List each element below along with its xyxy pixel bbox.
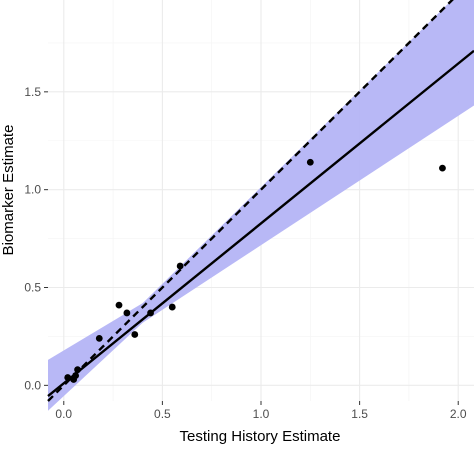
confidence-band-layer: [48, 0, 474, 411]
y-tick-label: 1.0: [24, 183, 41, 197]
data-point: [95, 334, 103, 342]
x-tick-label: 1.5: [351, 407, 368, 421]
data-point: [72, 372, 80, 379]
x-tick-label: 2.0: [450, 407, 467, 421]
data-point: [74, 366, 81, 374]
data-point: [123, 309, 131, 317]
x-tick-label: 0.5: [154, 407, 171, 421]
y-tick-label: 2.0: [24, 0, 41, 1]
x-tick-label: 1.0: [253, 407, 270, 421]
y-axis-ticks: 0.0 0.5 1.0 1.5 2.0: [24, 0, 48, 392]
data-point: [439, 164, 446, 172]
x-axis-title: Testing History Estimate: [180, 428, 341, 445]
data-point: [168, 303, 176, 311]
points-layer: [64, 158, 446, 383]
x-tick-label: 0.0: [55, 407, 72, 421]
y-tick-label: 1.5: [24, 85, 41, 99]
identity-line: [47, 0, 454, 402]
data-point: [131, 331, 139, 338]
y-tick-label: 0.0: [24, 378, 41, 392]
y-axis-title: Biomarker Estimate: [0, 125, 17, 256]
lines-layer: [47, 0, 474, 402]
fit-line: [47, 49, 474, 398]
x-axis-ticks: 0.0 0.5 1.0 1.5 2.0: [55, 401, 467, 421]
data-point: [115, 301, 123, 309]
confidence-band: [48, 0, 474, 411]
data-point: [176, 262, 184, 270]
data-point: [64, 374, 72, 381]
data-point: [147, 309, 154, 317]
plot-panel: [47, 0, 474, 411]
y-tick-label: 0.5: [24, 281, 41, 295]
data-point: [306, 158, 314, 166]
